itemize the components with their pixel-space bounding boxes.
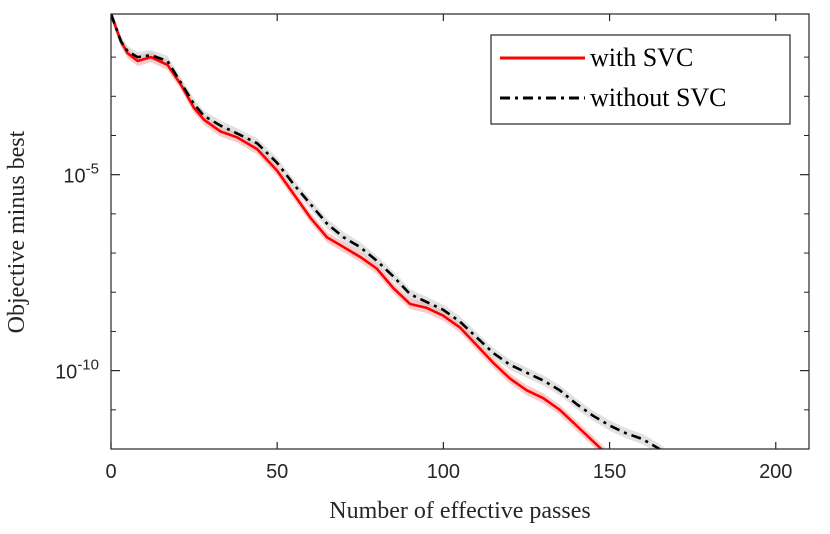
series-line-without-svc <box>111 14 662 449</box>
y-tick-label: 10-5 <box>63 161 99 188</box>
legend-label-with-svc: with SVC <box>590 43 693 72</box>
x-tick-label: 200 <box>759 461 792 483</box>
legend-box <box>490 34 791 125</box>
x-tick-label: 100 <box>427 461 460 483</box>
plot-frame <box>110 13 810 450</box>
series-band-without-svc <box>111 14 666 449</box>
y-axis-label: Objective minus best <box>4 130 30 333</box>
x-tick-label: 50 <box>266 461 288 483</box>
x-axis-label: Number of effective passes <box>329 498 590 524</box>
y-tick-label: 10-10 <box>55 357 99 384</box>
legend: with SVC without SVC <box>490 34 791 125</box>
series-line-with-svc <box>111 14 604 449</box>
legend-label-without-svc: without SVC <box>590 83 727 112</box>
x-tick-label: 0 <box>105 461 116 483</box>
x-tick-label: 150 <box>593 461 626 483</box>
